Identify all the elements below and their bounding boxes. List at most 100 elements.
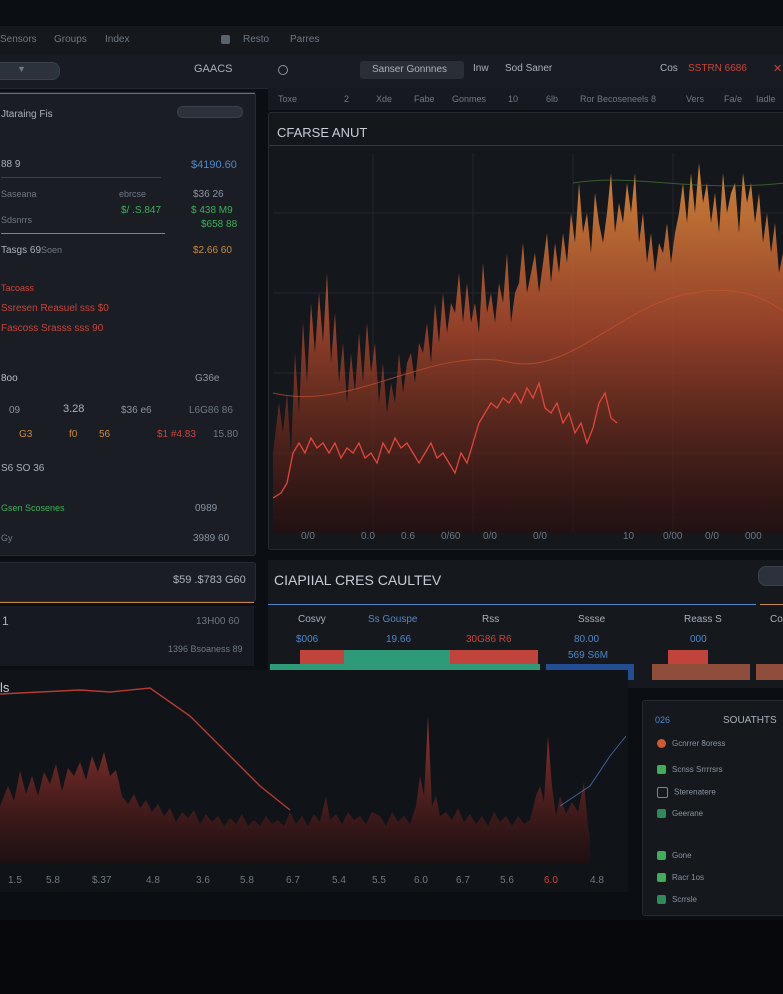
main-area-chart [273,153,783,533]
tab-sod-saner[interactable]: Sod Saner [505,63,553,74]
stats-item[interactable]: Racr 1os [657,873,704,883]
col-header[interactable]: Cosvy [298,614,326,625]
row-value: $2.66 60 [193,245,232,256]
main-chart-panel: CFARSE ANUT 0/0 0.0 0.6 0/60 0/ [268,112,783,550]
left-dropdown[interactable]: ▼ [0,62,60,80]
search-icon[interactable] [278,65,288,75]
num-cell: f0 [69,429,78,440]
circle-icon [657,739,666,749]
chart-area [273,163,783,533]
x-tick-label: 6.0 [414,875,428,886]
col-header[interactable]: Sssse [578,614,606,625]
row-value: $658 88 [201,219,238,230]
col-label: 6lb [546,94,559,104]
row-label: Sdsnrrs [1,215,33,225]
toolbar-right-value: SSTRN 6686 [688,63,747,74]
x-tick-label: 000 [745,531,762,542]
num-cell: G3 [19,429,33,440]
menu-bar: Sensors Groups Index Resto Parres [0,26,783,55]
stats-item-label: Scrrsle [672,895,697,904]
star-icon [657,873,666,883]
x-tick-label: 0/0 [301,531,315,542]
row-value: 3989 60 [193,533,230,544]
col-label: Toxe [278,94,298,104]
stats-item[interactable]: Sterenatere [657,787,716,798]
menu-item-sensors[interactable]: Sensors [0,34,37,45]
num-cell: 3.28 [63,403,85,415]
tab-inw[interactable]: Inw [473,63,489,74]
col-header[interactable]: Ss Gouspe [368,614,418,625]
bottom-chart-label: ls [0,680,10,695]
x-tick-label: 0.0 [361,531,375,542]
bottom-x-axis: 1.5 5.8 $.37 4.8 3.6 5.8 6.7 5.4 5.5 6.0… [0,872,628,890]
row-value: $ 438 M9 [191,205,233,216]
summary-detail: 1 13H00 60 1396 Bsoaness 89 [0,606,254,666]
num-cell: L6G86 86 [189,405,233,416]
x-axis-labels: 0/0 0.0 0.6 0/60 0/0 0/0 10 0/00 0/0 000 [269,527,783,547]
red-row: Ssresen Reasuel sss $0 [1,303,109,314]
left-stats-panel: Jtaraing Fis 88 9 $4190.60 Saseana ebrcs… [0,92,256,556]
col-label: 10 [508,94,519,104]
stats-item-label: Sterenatere [674,787,716,797]
stats-title: SOUATHTS [723,715,777,726]
segment-label: Sanser Gonnnes [372,64,448,75]
cell-value: 000 [690,634,707,645]
stats-item[interactable]: Scrrsle [657,895,697,905]
stats-item[interactable]: Scnss Srrrrsrs [657,765,723,775]
x-tick-label: 0.6 [401,531,415,542]
menu-item-groups[interactable]: Groups [54,34,87,45]
menu-item-index[interactable]: Index [105,34,130,45]
x-tick-label: 4.8 [590,875,604,886]
x-tick-label: 5.8 [240,875,254,886]
divider [1,177,161,178]
row-label: Gy [1,533,13,543]
row-label: S6 SO 36 [1,463,45,474]
red-row: Fascoss Srasss sss 90 [1,323,104,334]
toolbar: ▼ GAACS Sanser Gonnnes Inw Sod Saner Cos… [0,54,783,89]
toolbar-right-label: Cos [660,63,678,74]
col-header[interactable]: Rss [482,614,500,625]
num-cell: $1 #4.83 [157,429,196,440]
segment-control[interactable]: Sanser Gonnnes [360,61,464,79]
chart-trend-line-2 [572,179,783,187]
col-label: Fa/e [724,94,743,104]
capital-toggle[interactable] [758,566,783,586]
row-value: $4190.60 [191,159,237,171]
footer-shadow [0,920,783,994]
stats-item-label: Geerane [672,809,704,818]
bottom-area-chart [0,687,626,864]
capital-bar-red-2 [450,650,538,664]
x-tick-label: 5.4 [332,875,346,886]
menu-item-parres[interactable]: Parres [290,34,320,45]
capital-sub-value: 569 S6M [568,650,609,661]
col-label: Iadle [756,94,776,104]
close-icon[interactable]: ✕ [773,63,783,75]
stats-item[interactable]: Gcnrrer 8oress [657,739,725,749]
toggle-switch[interactable] [177,106,243,118]
x-tick-label: 0/60 [441,531,461,542]
col-header[interactable]: Reass S [684,614,722,625]
row-mid: ebrcse [119,189,147,199]
capital-bar-brown [652,664,750,680]
menu-item-resto[interactable]: Resto [243,34,270,45]
stats-item[interactable]: Gone [657,851,692,861]
section-value: G36e [195,373,220,384]
col-label: Xde [376,94,393,104]
panel-accent-line [0,93,255,94]
stats-item-label: Scnss Srrrrsrs [672,765,723,774]
row-value: $36 26 [193,189,224,200]
x-tick-label: 6.7 [286,875,300,886]
x-tick-label: 0/0 [705,531,719,542]
green-row: Gsen Scosenes [1,503,65,513]
square-icon[interactable] [221,35,230,44]
x-tick-label: 4.8 [146,875,160,886]
stats-item[interactable]: Geerane [657,809,704,819]
cell-value: $006 [296,634,319,645]
row-label: Saseana [1,189,37,199]
chart-title: CFARSE ANUT [277,125,368,140]
cell-value: 19.66 [386,634,412,645]
capital-title: CIAPIIAL CRES CAULTEV [274,572,442,588]
col-header[interactable]: Co [770,614,783,625]
col-label: Vers [686,94,705,104]
chart-title-line [269,145,783,146]
